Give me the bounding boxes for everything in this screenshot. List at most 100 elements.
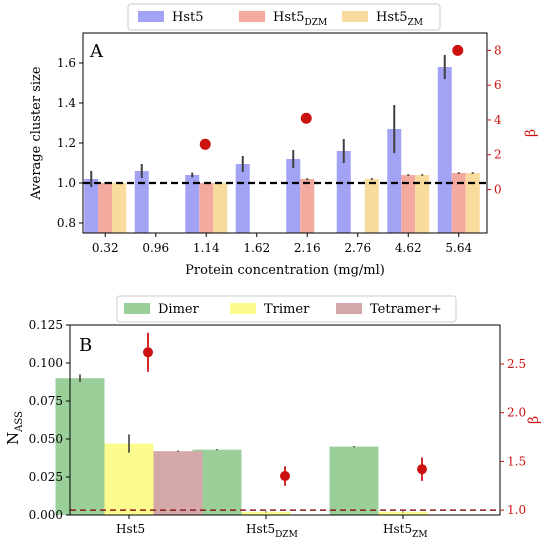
x-tick-label: 4.62 (395, 241, 422, 255)
bar-hst5_zm (112, 183, 127, 233)
bar-hst5 (134, 171, 149, 233)
bar-hst5 (437, 67, 452, 233)
plot-frame (82, 32, 488, 234)
x-tick-label: 5.64 (445, 241, 472, 255)
x-tick-label-sub: DZM (275, 530, 298, 540)
y2-tick-label: 2.0 (507, 406, 526, 420)
y-axis-label-base: N (4, 432, 22, 445)
panel-label: A (89, 41, 104, 62)
y2-tick-label: 1.0 (507, 503, 526, 517)
y-tick-label: 0.025 (29, 470, 63, 484)
beta-point (280, 471, 290, 482)
x-tick-label: Hst5ZM (383, 522, 428, 540)
y-tick-label: 0.125 (29, 318, 63, 332)
bar-tetramer (153, 451, 203, 515)
legend-swatch (342, 11, 368, 22)
legend-box (116, 295, 457, 323)
legend: Hst5 Hst5DZM Hst5ZM (127, 3, 441, 31)
bar-hst5_zm (415, 175, 430, 233)
x-tick-label: 2.76 (344, 241, 371, 255)
y2-tick-label: 8 (494, 43, 502, 57)
y2-tick-label: 1.5 (507, 454, 526, 468)
bar-hst5 (286, 159, 301, 233)
bar-hst5 (84, 179, 99, 233)
bar-hst5_dzm (199, 183, 214, 233)
beta-point (300, 112, 312, 124)
legend-label-base: Hst5 (376, 10, 408, 25)
y-tick-label: 0.000 (29, 508, 63, 522)
x-tick-label-base: Hst5 (383, 522, 412, 536)
x-tick-label-base: Hst5 (246, 522, 275, 536)
legend-label-base: Hst5 (273, 10, 305, 25)
legend-swatch (230, 303, 256, 314)
bar-trimer (378, 511, 428, 515)
legend-label-base: Hst5 (172, 10, 204, 25)
legend-label: Trimer (264, 302, 310, 317)
bar-trimer (104, 443, 154, 515)
legend-label-sub: DZM (305, 18, 328, 28)
beta-point (452, 44, 464, 56)
x-tick-label: 1.14 (193, 241, 220, 255)
y2-tick-label: 2.5 (507, 357, 526, 371)
y-tick-label: 1.0 (57, 176, 76, 190)
y2-tick-label: 4 (494, 113, 502, 127)
y2-axis-label: β (526, 416, 542, 424)
x-tick-label: Hst5 (116, 522, 145, 536)
bar-hst5_dzm (451, 173, 466, 233)
bar-hst5_dzm (98, 183, 113, 233)
legend: Dimer Trimer Tetramer+ (116, 295, 457, 323)
legend-label: Hst5 (172, 10, 204, 25)
y2-tick-label: 2 (494, 148, 502, 162)
legend-swatch (336, 303, 362, 314)
bar-hst5_dzm (300, 179, 315, 233)
legend-label: Tetramer+ (370, 302, 442, 317)
legend-swatch (138, 11, 164, 22)
beta-point (417, 464, 427, 475)
bar-hst5 (235, 164, 250, 233)
x-tick-label: 1.62 (243, 241, 270, 255)
x-tick-label: Hst5DZM (246, 522, 298, 540)
x-axis-label: Protein concentration (mg/ml) (185, 263, 385, 278)
x-tick-label: 2.16 (294, 241, 321, 255)
bar-dimer (55, 378, 105, 515)
bar-dimer (329, 446, 379, 515)
bar-hst5 (336, 151, 351, 233)
legend-label-base: Dimer (158, 302, 200, 317)
legend-label-base: Tetramer+ (370, 302, 442, 317)
y2-tick-label: 0 (494, 183, 502, 197)
legend-label: Dimer (158, 302, 200, 317)
y-tick-label: 0.075 (29, 394, 63, 408)
bar-hst5_zm (465, 173, 480, 233)
legend-swatch (124, 303, 150, 314)
y-tick-label: 0.050 (29, 432, 63, 446)
legend-label-base: Trimer (264, 302, 310, 317)
y-axis-label: Average cluster size (29, 66, 44, 200)
x-tick-label-sub: ZM (412, 530, 427, 540)
panel-label: B (79, 335, 92, 356)
bar-hst5 (387, 129, 402, 233)
plot-frame (69, 324, 501, 516)
x-tick-label-base: Hst5 (116, 522, 145, 536)
y-tick-label: 1.4 (57, 96, 76, 110)
y2-axis-label: β (523, 129, 539, 137)
y-tick-label: 0.8 (57, 216, 76, 230)
legend-label-sub: ZM (408, 18, 423, 28)
x-tick-label: 0.32 (92, 241, 119, 255)
beta-point (199, 138, 211, 150)
y-tick-label: 0.100 (29, 356, 63, 370)
legend-label: Hst5ZM (376, 10, 423, 28)
bar-hst5_zm (364, 179, 379, 233)
panel-a: 0.8 1.0 1.2 1.4 1.6 0 2 4 6 8 0.32 0.96 1.14 1.62 2.16… (29, 3, 539, 278)
bar-hst5 (185, 175, 200, 233)
legend-box (127, 3, 441, 31)
beta-point (143, 347, 153, 358)
legend-swatch (239, 11, 265, 22)
y-tick-label: 1.2 (57, 136, 76, 150)
y-axis-label-sub: ASS (14, 411, 25, 433)
bar-hst5_zm (213, 183, 228, 233)
x-tick-label: 0.96 (142, 241, 169, 255)
y-axis-label: NASS (4, 411, 25, 445)
bar-trimer (241, 511, 291, 515)
panel-b: 0.000 0.025 0.050 0.075 0.100 0.125 1.0 1.5 2.0 2… (4, 295, 542, 540)
